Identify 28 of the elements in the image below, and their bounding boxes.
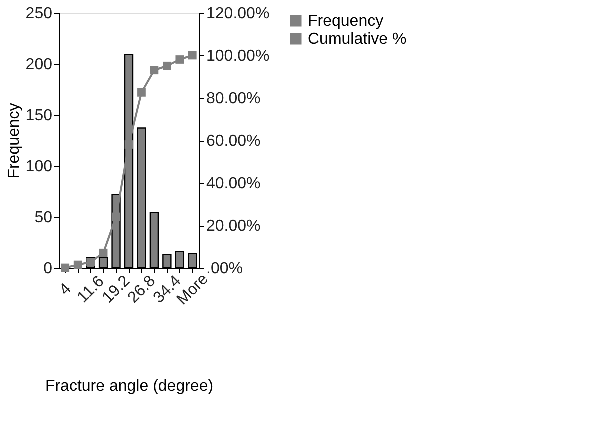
y-tick-label: 100: [26, 158, 53, 176]
point: [61, 264, 70, 272]
legend-label: Cumulative %: [308, 31, 407, 48]
y-tick-label: 0: [44, 260, 53, 278]
point: [150, 66, 159, 75]
point: [74, 260, 82, 270]
y-tick-label: 250: [26, 6, 53, 22]
point: [99, 248, 108, 258]
y2-tick-label: 120.00%: [206, 6, 270, 22]
y-axis-title: Frequency: [6, 103, 23, 179]
y2-tick-label: .00%: [206, 260, 243, 278]
x-axis-title: Fracture angle (degree): [45, 378, 214, 396]
y2-tick-label: 100.00%: [206, 48, 270, 65]
y2-tick-label: 20.00%: [206, 218, 261, 235]
y2-tick-label: 80.00%: [206, 90, 261, 108]
y-tick-label: 150: [26, 108, 53, 124]
point: [163, 62, 172, 70]
point: [138, 88, 146, 97]
y-tick-label: 50: [34, 210, 53, 226]
point: [188, 51, 197, 60]
point: [124, 140, 134, 149]
y2-tick-label: 40.00%: [206, 176, 261, 192]
y2-tick-label: 60.00%: [206, 133, 261, 150]
legend-label: Frequency: [308, 13, 384, 30]
x-tick-label: 4: [56, 280, 75, 300]
point: [176, 56, 184, 64]
y-tick-label: 200: [26, 56, 53, 74]
point: [112, 212, 120, 222]
